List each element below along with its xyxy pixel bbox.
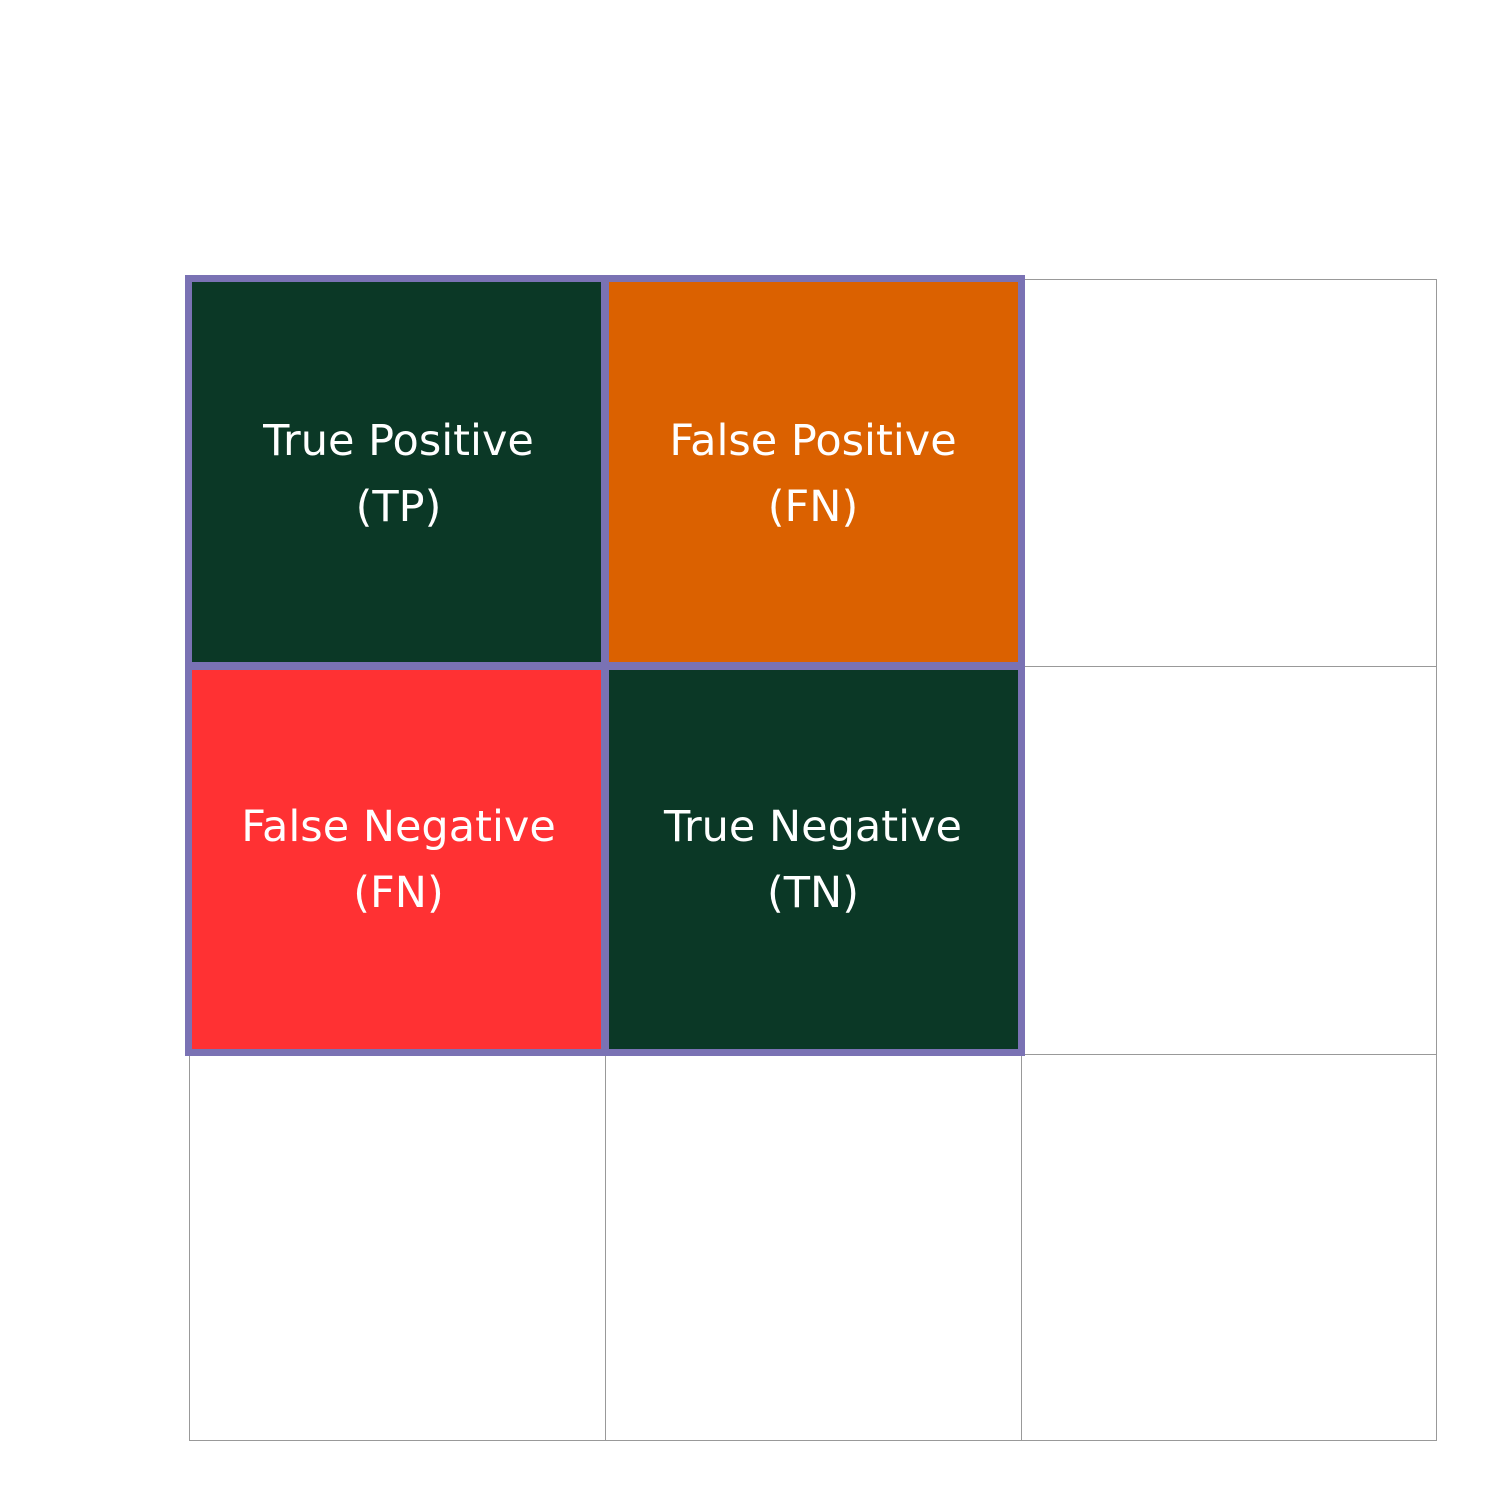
false-negative-cell: False Negative (FN) [192, 666, 605, 1053]
true-positive-abbrev: (TP) [355, 482, 442, 532]
true-positive-cell: True Positive (TP) [192, 282, 605, 666]
true-negative-abbrev: (TN) [767, 867, 859, 918]
true-negative-cell: True Negative (TN) [605, 666, 1021, 1053]
true-negative-label: True Negative [664, 801, 962, 852]
false-positive-label: False Positive [669, 416, 957, 466]
false-negative-label: False Negative [241, 801, 556, 852]
grid-line-h1 [189, 279, 1437, 280]
grid-line-v1 [189, 279, 190, 1441]
true-positive-label: True Positive [263, 416, 534, 466]
false-positive-abbrev: (FN) [767, 482, 859, 532]
grid-line-v3 [1021, 279, 1022, 1441]
false-positive-cell: False Positive (FN) [605, 282, 1021, 666]
confusion-matrix-horizontal-divider [188, 662, 1022, 670]
false-negative-abbrev: (FN) [353, 867, 444, 918]
grid-line-h3 [189, 1054, 1437, 1055]
